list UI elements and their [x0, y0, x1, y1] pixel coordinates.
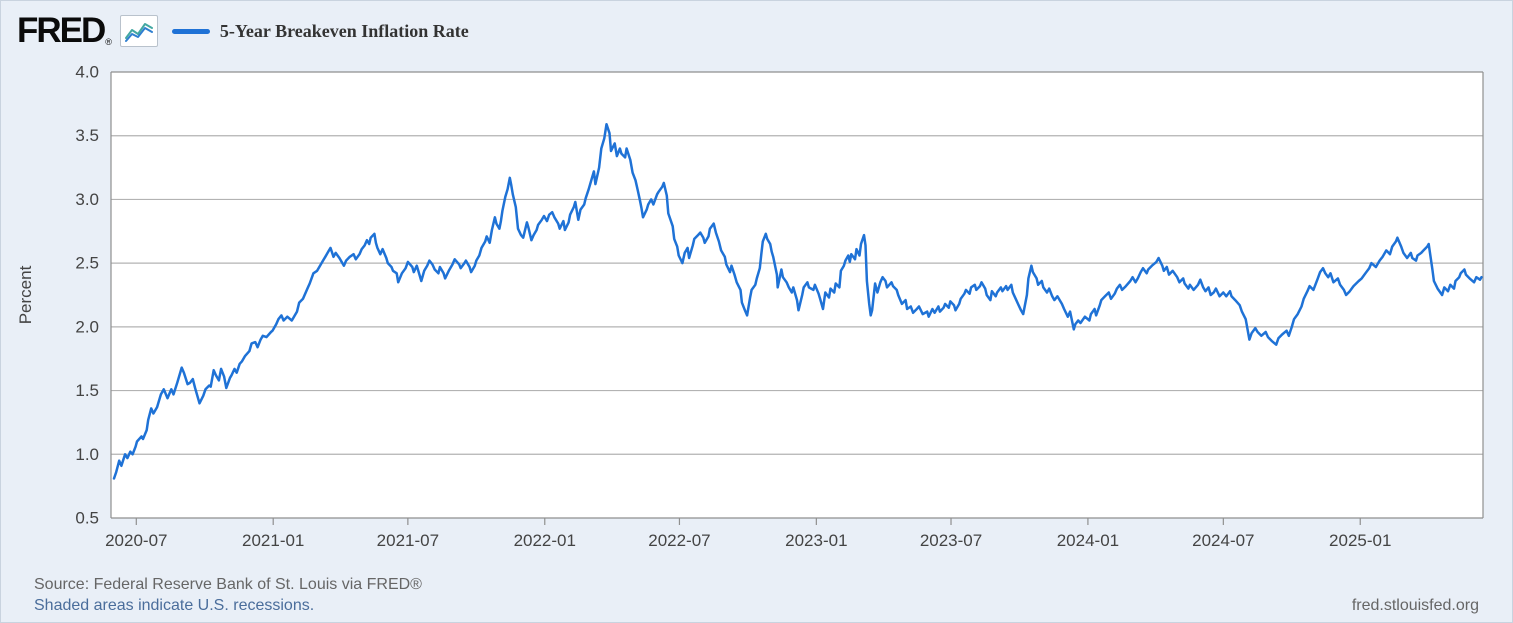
x-axis-tick-label: 2023-07 — [920, 531, 982, 550]
x-axis-tick-label: 2021-01 — [242, 531, 304, 550]
line-chart-icon-glyph — [124, 23, 153, 42]
x-axis-tick-label: 2024-01 — [1057, 531, 1119, 550]
x-axis-tick-label: 2024-07 — [1192, 531, 1254, 550]
chart-legend: 5-Year Breakeven Inflation Rate — [171, 20, 469, 42]
y-axis-title: Percent — [16, 265, 35, 324]
chart-header: FRED ® 5-Year Breakeven Inflation Rate — [17, 9, 469, 53]
x-axis-tick-label: 2025-01 — [1329, 531, 1391, 550]
y-axis-tick-label: 3.0 — [75, 190, 99, 209]
x-axis-tick-label: 2023-01 — [785, 531, 847, 550]
source-attribution-text: Source: Federal Reserve Bank of St. Loui… — [34, 576, 422, 593]
y-axis-tick-label: 2.5 — [75, 254, 99, 273]
legend-line-swatch — [171, 28, 210, 34]
x-axis-tick-label: 2022-01 — [514, 531, 576, 550]
y-axis-tick-label: 2.0 — [75, 317, 99, 336]
y-axis-tick-label: 1.5 — [75, 381, 99, 400]
recession-shading-link[interactable]: Shaded areas indicate U.S. recessions. — [34, 597, 315, 614]
data-line-5y-breakeven-inflation — [112, 122, 1483, 480]
fred-site-link[interactable]: fred.stlouisfed.org — [1351, 597, 1479, 614]
line-chart-icon — [119, 15, 158, 47]
y-axis-tick-label: 1.0 — [75, 445, 99, 464]
y-axis-tick-label: 0.5 — [75, 509, 99, 528]
plot-area — [111, 72, 1483, 518]
x-axis-tick-label: 2020-07 — [105, 531, 167, 550]
fred-logo-link[interactable]: FRED ® — [17, 11, 112, 50]
y-axis-tick-label: 3.5 — [75, 126, 99, 145]
legend-series-label: 5-Year Breakeven Inflation Rate — [219, 20, 469, 41]
fred-logo-registered-mark: ® — [105, 37, 112, 47]
fred-logo-text: FRED — [17, 11, 106, 50]
x-axis-tick-label: 2021-07 — [377, 531, 439, 550]
y-axis-tick-label: 4.0 — [75, 63, 99, 82]
x-axis-tick-label: 2022-07 — [648, 531, 710, 550]
